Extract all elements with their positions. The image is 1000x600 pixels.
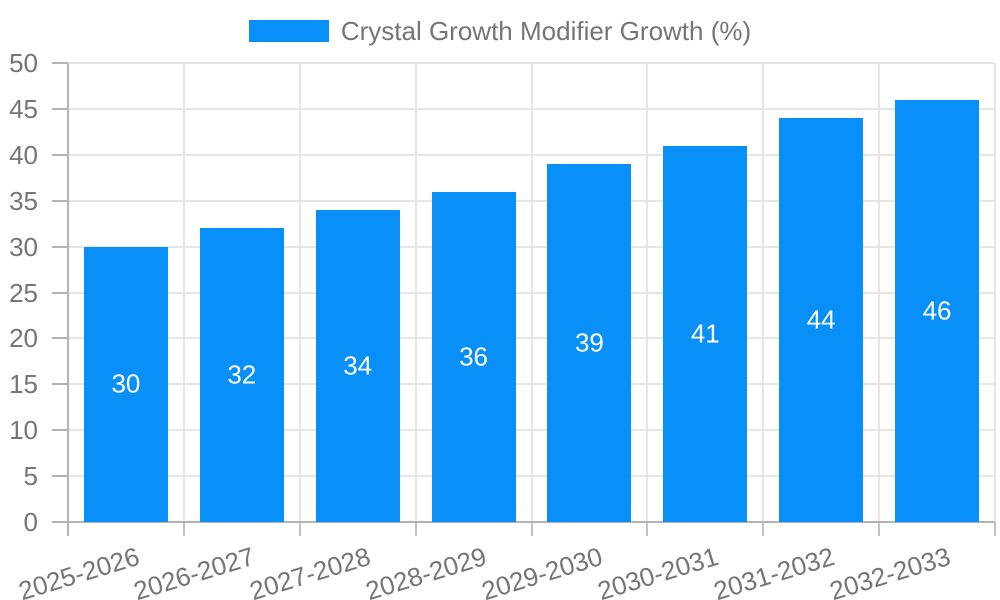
y-tick-label: 40 [9, 139, 38, 170]
bar-value-label: 44 [806, 304, 836, 335]
y-tick-label: 0 [23, 507, 38, 537]
bar[interactable]: 41 [663, 145, 748, 522]
bar-value-label: 46 [922, 295, 952, 326]
y-tick-mark [52, 291, 68, 294]
x-tick-label: 2029-2030 [478, 541, 606, 600]
gridline-vertical [530, 63, 533, 522]
y-tick-mark [52, 383, 68, 386]
x-tick-mark [646, 522, 649, 536]
y-tick-mark [52, 429, 68, 432]
y-tick-label: 5 [23, 461, 38, 492]
x-tick-label: 2026-2027 [130, 541, 259, 600]
y-tick-mark [52, 337, 68, 340]
bar[interactable]: 39 [547, 163, 632, 522]
bar[interactable]: 44 [779, 118, 864, 522]
y-tick-mark [52, 62, 68, 64]
y-tick-label: 15 [9, 369, 38, 400]
y-tick-label: 10 [9, 415, 38, 446]
x-tick-label: 2028-2029 [362, 541, 491, 600]
y-tick-label: 20 [9, 323, 38, 354]
y-tick-mark [52, 521, 68, 523]
x-tick-mark [182, 522, 185, 536]
x-tick-mark [762, 522, 765, 536]
bar-value-label: 32 [227, 359, 257, 390]
plot-area: 0 5 10 15 20 25 30 35 40 45 50 30 32 34 36 39 41 44 46 2025… [9, 50, 996, 600]
gridline-vertical [994, 63, 996, 522]
bar-value-label: 39 [574, 327, 604, 358]
x-axis-line [66, 521, 995, 523]
x-tick-mark [530, 522, 533, 536]
x-tick-label: 2025-2026 [14, 541, 143, 600]
gridline-vertical [414, 63, 417, 522]
bar-value-label: 30 [111, 368, 141, 399]
bar-value-label: 36 [459, 341, 489, 372]
bar-value-label: 41 [690, 318, 720, 349]
gridline-vertical [646, 63, 649, 522]
y-tick-mark [52, 475, 68, 478]
gridline-vertical [878, 63, 881, 522]
y-tick-label: 25 [9, 277, 38, 308]
legend-label: Crystal Growth Modifier Growth (%) [340, 16, 752, 46]
y-tick-mark [52, 245, 68, 248]
y-tick-label: 50 [9, 48, 38, 78]
y-tick-label: 35 [9, 185, 38, 216]
gridline-vertical [298, 63, 301, 522]
x-tick-mark [878, 522, 881, 536]
legend[interactable]: Crystal Growth Modifier Growth (%) [0, 16, 1000, 46]
x-tick-label: 2027-2028 [246, 541, 375, 600]
bar[interactable]: 30 [83, 246, 168, 522]
y-tick-mark [52, 153, 68, 156]
bar[interactable]: 32 [199, 228, 284, 522]
x-tick-mark [414, 522, 417, 536]
y-tick-label: 45 [9, 93, 38, 124]
x-tick-label: 2032-2033 [825, 541, 954, 600]
gridline-vertical [182, 63, 185, 522]
x-tick-label: 2031-2032 [709, 541, 838, 600]
x-tick-mark [994, 522, 996, 536]
bar[interactable]: 46 [895, 99, 980, 522]
y-tick-mark [52, 199, 68, 202]
x-tick-label: 2030-2031 [594, 541, 722, 600]
x-tick-mark [298, 522, 301, 536]
y-tick-mark [52, 107, 68, 110]
gridline-vertical [762, 63, 765, 522]
y-tick-label: 30 [9, 231, 38, 262]
bar[interactable]: 36 [431, 191, 516, 522]
y-axis-line [67, 63, 69, 536]
bar-value-label: 34 [343, 350, 373, 381]
legend-swatch-icon [248, 20, 329, 42]
bar[interactable]: 34 [315, 209, 400, 522]
